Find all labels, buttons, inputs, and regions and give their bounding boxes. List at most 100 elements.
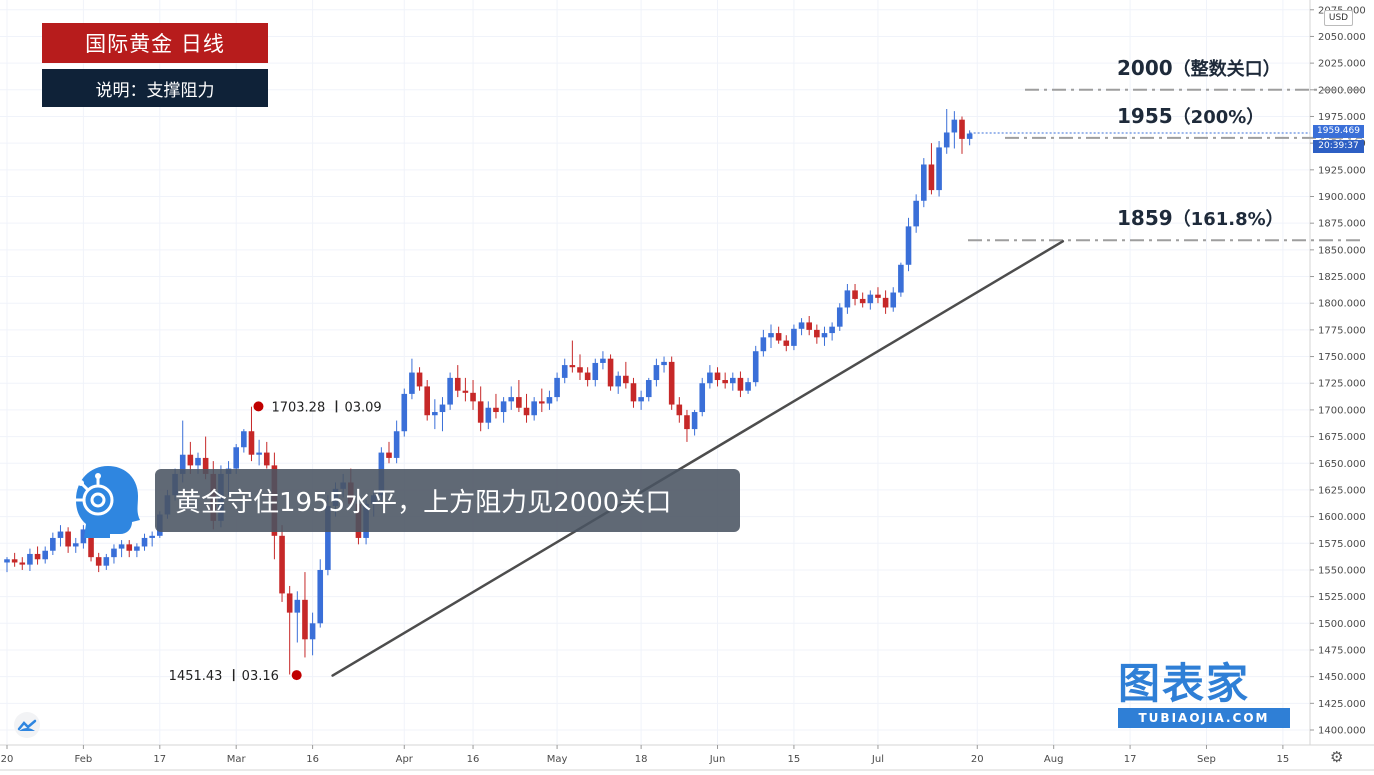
candle bbox=[11, 552, 18, 567]
x-tick-label: 17 bbox=[1124, 754, 1137, 765]
y-tick-label: 1750.000 bbox=[1318, 352, 1366, 363]
candle-body bbox=[256, 452, 262, 455]
candle-body bbox=[875, 294, 881, 298]
candle bbox=[844, 283, 851, 314]
candle bbox=[493, 393, 499, 419]
candle bbox=[668, 356, 675, 410]
candle-body bbox=[233, 447, 239, 469]
candle-body bbox=[103, 557, 110, 566]
candle bbox=[699, 377, 706, 417]
candle-body bbox=[462, 390, 469, 393]
x-tick-label: May bbox=[547, 754, 568, 765]
candle-body bbox=[592, 362, 599, 381]
y-tick-label: 1850.000 bbox=[1318, 245, 1366, 256]
y-tick-label: 1525.000 bbox=[1318, 592, 1366, 603]
candle-body bbox=[737, 377, 744, 391]
candle bbox=[286, 585, 293, 675]
candle bbox=[898, 262, 904, 297]
y-tick-label: 1575.000 bbox=[1318, 539, 1366, 550]
candle bbox=[409, 358, 415, 400]
candle bbox=[645, 377, 652, 402]
candle bbox=[852, 283, 858, 306]
y-tick-label: 1925.000 bbox=[1318, 165, 1366, 176]
y-tick-label: 2025.000 bbox=[1318, 59, 1366, 70]
candle bbox=[730, 372, 736, 391]
candle bbox=[867, 290, 874, 310]
candle-body bbox=[707, 372, 713, 384]
countdown-tag: 20:39:37 bbox=[1313, 140, 1364, 153]
x-tick-label: 16 bbox=[467, 754, 480, 765]
candle-body bbox=[149, 535, 155, 538]
x-tick-label: Apr bbox=[396, 754, 414, 765]
gear-icon[interactable]: ⚙ bbox=[1330, 749, 1344, 766]
candle bbox=[814, 324, 820, 344]
candle-body bbox=[516, 397, 522, 408]
candle bbox=[72, 537, 79, 553]
candle bbox=[241, 429, 247, 453]
pivot-marker bbox=[291, 670, 302, 681]
candle-body bbox=[615, 375, 621, 387]
candle bbox=[302, 572, 308, 658]
candle bbox=[768, 324, 774, 349]
watermark-brand: 图表家 bbox=[1118, 659, 1251, 708]
candle-body bbox=[477, 401, 484, 423]
x-tick-label: 18 bbox=[635, 754, 648, 765]
chart-subtitle-box: 说明：支撑阻力 bbox=[42, 69, 268, 107]
candle bbox=[890, 287, 897, 312]
candle bbox=[432, 399, 438, 430]
candle-body bbox=[936, 147, 942, 191]
candle bbox=[959, 116, 965, 154]
candle bbox=[836, 303, 843, 331]
candle-body bbox=[416, 372, 423, 387]
candle bbox=[523, 393, 530, 423]
candle-body bbox=[126, 544, 133, 551]
candle-body bbox=[806, 322, 812, 330]
candle-body bbox=[691, 412, 698, 430]
candle-body bbox=[569, 365, 576, 368]
level-label-1955: 1955（200%） bbox=[1117, 104, 1264, 128]
candle bbox=[600, 351, 606, 370]
tradingview-logo-icon[interactable] bbox=[14, 712, 40, 738]
candle bbox=[722, 372, 728, 389]
candle-body bbox=[630, 383, 637, 402]
y-tick-label: 1450.000 bbox=[1318, 672, 1366, 683]
x-tick-label: Jul bbox=[871, 754, 884, 765]
candle-body bbox=[638, 397, 644, 402]
candle-body bbox=[325, 505, 331, 570]
x-tick-label: Jun bbox=[709, 754, 726, 765]
candle bbox=[263, 441, 270, 469]
candle-body bbox=[852, 290, 858, 299]
candle-body bbox=[531, 401, 537, 416]
candle-body bbox=[187, 454, 194, 466]
candle bbox=[569, 340, 576, 373]
candle-body bbox=[88, 529, 94, 558]
y-tick-label: 1825.000 bbox=[1318, 272, 1366, 283]
candle bbox=[103, 553, 110, 570]
candle-body bbox=[134, 546, 140, 551]
price-axis[interactable]: 1400.000 1425.000 1450.000 1475.000 1500.000… bbox=[1310, 5, 1366, 737]
candle-body bbox=[760, 337, 767, 352]
y-tick-label: 1875.000 bbox=[1318, 219, 1366, 230]
pivot-date: 03.09 bbox=[344, 400, 381, 415]
candle-body bbox=[676, 404, 683, 416]
candle-body bbox=[65, 531, 71, 547]
candle bbox=[141, 533, 148, 551]
candle-body bbox=[898, 264, 904, 293]
candle-body bbox=[959, 119, 965, 139]
level-price: 1859 bbox=[1117, 206, 1173, 230]
y-tick-label: 1475.000 bbox=[1318, 645, 1366, 656]
candle bbox=[806, 316, 812, 336]
candle-body bbox=[882, 297, 889, 308]
level-note: （200%） bbox=[1173, 107, 1265, 128]
candle bbox=[577, 354, 583, 381]
candle-body bbox=[11, 559, 18, 563]
chart-title-box: 国际黄金 日线 bbox=[42, 23, 268, 63]
y-tick-label: 1400.000 bbox=[1318, 726, 1366, 737]
candle bbox=[248, 406, 255, 462]
currency-label[interactable]: USD bbox=[1324, 10, 1353, 26]
candle-body bbox=[470, 392, 476, 402]
candle-body bbox=[791, 328, 797, 346]
time-axis[interactable]: 20 Feb 17 Mar 16 Apr 16 May 18 Jun 15 Jul 20 Aug 17 Sep… bbox=[1, 745, 1290, 765]
y-tick-label: 1425.000 bbox=[1318, 699, 1366, 710]
